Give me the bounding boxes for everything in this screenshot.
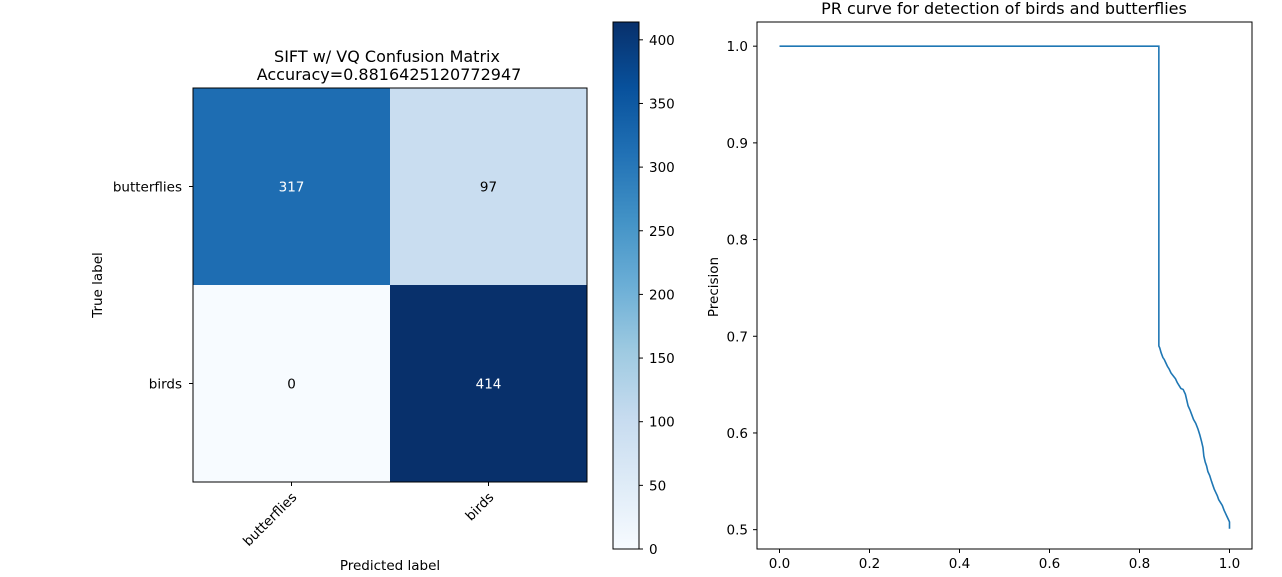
pr-y-tick-label: 0.9 <box>727 136 748 152</box>
cm-subtitle: Accuracy=0.8816425120772947 <box>257 65 522 84</box>
colorbar-gradient <box>613 22 639 549</box>
cm-cell-value: 97 <box>480 180 497 196</box>
cm-y-tick-label: butterflies <box>113 180 182 196</box>
pr-curve-line <box>779 45 1231 529</box>
pr-y-axis-label: Precision <box>706 257 722 317</box>
colorbar-frame <box>612 21 640 550</box>
cm-y-tick-label: birds <box>149 377 182 393</box>
cm-x-tick-label: birds <box>463 490 498 525</box>
colorbar-tick-label: 350 <box>649 96 675 112</box>
colorbar-tick-label: 250 <box>649 224 675 240</box>
colorbar-tick-label: 300 <box>649 160 675 176</box>
cm-x-tick-label: butterflies <box>240 490 300 550</box>
cm-cell-value: 0 <box>287 377 296 393</box>
cm-cell <box>193 88 391 286</box>
colorbar-tick-label: 0 <box>649 542 658 558</box>
cm-y-ticks: butterflies birds <box>113 180 193 393</box>
pr-y-tick-label: 1.0 <box>727 39 748 55</box>
cm-y-axis-label: True label <box>90 252 106 319</box>
pr-y-tick-label: 0.6 <box>727 426 748 442</box>
cm-cell <box>390 88 588 286</box>
colorbar-tick-label: 400 <box>649 33 675 49</box>
cm-x-axis-label: Predicted label <box>340 558 440 574</box>
cm-cells: 317 97 0 414 <box>193 88 588 483</box>
pr-title: PR curve for detection of birds and butt… <box>821 0 1187 18</box>
colorbar-tick-label: 50 <box>649 478 666 494</box>
cm-title: SIFT w/ VQ Confusion Matrix <box>274 47 500 66</box>
pr-x-tick-label: 0.6 <box>1039 556 1060 572</box>
cm-cell-value: 317 <box>279 180 305 196</box>
pr-plot-area <box>757 22 1252 549</box>
cm-cell <box>193 285 391 483</box>
pr-x-tick-label: 1.0 <box>1219 556 1240 572</box>
cm-cell <box>390 285 588 483</box>
pr-y-tick-label: 0.7 <box>727 329 748 345</box>
pr-y-tick-label: 0.5 <box>727 523 748 539</box>
pr-x-ticks: 0.0 0.2 0.4 0.6 0.8 1.0 <box>769 549 1240 572</box>
pr-x-tick-label: 0.4 <box>949 556 970 572</box>
cm-x-ticks: butterflies birds <box>240 482 497 550</box>
colorbar-tick-label: 150 <box>649 351 675 367</box>
pr-x-tick-label: 0.8 <box>1129 556 1150 572</box>
pr-frame <box>756 21 1253 550</box>
pr-curve-panel: PR curve for detection of birds and butt… <box>706 0 1253 572</box>
cm-cell-value: 414 <box>476 377 502 393</box>
colorbar-ticks: 0 50 100 150 200 250 300 350 400 <box>639 33 675 558</box>
pr-y-ticks: 0.5 0.6 0.7 0.8 0.9 1.0 <box>727 39 757 539</box>
colorbar-tick-label: 200 <box>649 287 675 303</box>
pr-y-tick-label: 0.8 <box>727 233 748 249</box>
cm-frame <box>192 87 588 483</box>
colorbar-tick-label: 100 <box>649 415 675 431</box>
confusion-matrix-panel: SIFT w/ VQ Confusion Matrix Accuracy=0.8… <box>90 47 588 574</box>
pr-x-tick-label: 0.0 <box>769 556 790 572</box>
colorbar: 0 50 100 150 200 250 300 350 400 <box>612 21 675 558</box>
pr-x-tick-label: 0.2 <box>859 556 880 572</box>
